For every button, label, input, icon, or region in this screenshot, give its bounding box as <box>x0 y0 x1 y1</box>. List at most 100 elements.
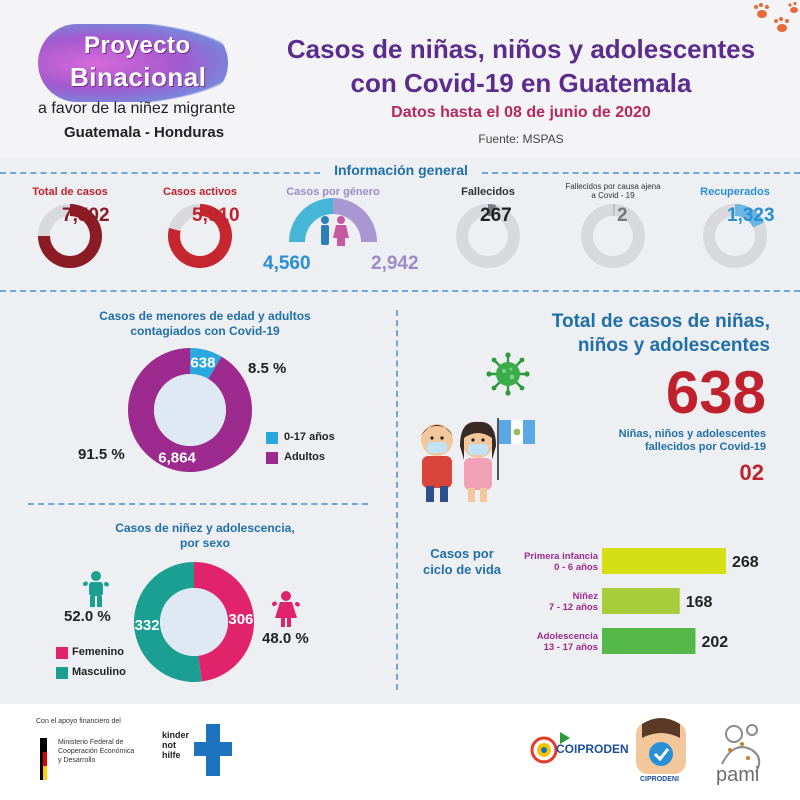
kpi-value-1: 5,910 <box>192 205 240 226</box>
life-cycle-title: Casos por ciclo de vida <box>410 546 514 578</box>
kpi-label-0: Total de casos <box>32 186 108 198</box>
legend-minors-label: 0-17 años <box>284 431 335 443</box>
kpi-ring-fill-5 <box>735 204 764 228</box>
donut2-slice-0 <box>194 562 255 682</box>
knh-line3: hilfe <box>162 750 181 760</box>
kpi-label-2: Casos por género <box>286 186 380 198</box>
logo-countries: Guatemala - Honduras <box>64 124 225 141</box>
guatemala-flag <box>497 418 535 480</box>
legend-adults-swatch <box>266 452 278 464</box>
kpi-ring-fill-3 <box>488 204 496 217</box>
kpi-row <box>38 198 767 268</box>
legend-male-swatch <box>56 667 68 679</box>
kpi-value-5: 1,323 <box>727 205 775 226</box>
total-minors-title: Total de casos de niñas, niños y adolesc… <box>470 310 770 358</box>
deaths-label: Niñas, niños y adolescentes fallecidos p… <box>520 428 766 454</box>
bar-category-0-0: Primera infancia <box>524 551 599 562</box>
by-sex-title-line2: por sexo <box>179 536 230 550</box>
germany-flag-icon <box>40 738 50 780</box>
legend-male-label: Masculino <box>72 666 126 678</box>
bar-category-2-1: 13 - 17 años <box>544 642 598 653</box>
donut1-label-1: 6,864 <box>158 449 196 466</box>
total-minors-value: 638 <box>665 359 766 426</box>
bar-value-2: 202 <box>701 634 728 651</box>
donut1-slice-1 <box>127 348 252 472</box>
pami-name: pami <box>716 764 760 786</box>
data-date: Datos hasta el 08 de junio de 2020 <box>391 104 651 121</box>
gender-arc-female <box>333 198 377 242</box>
logo-blob <box>38 24 228 102</box>
divider-left <box>0 172 320 174</box>
title-line-1: Casos de niñas, niños y adolescentes <box>286 34 756 64</box>
kpi-label-3: Fallecidos <box>461 186 515 198</box>
by-sex-donut: 306 332 <box>134 562 255 682</box>
kpi-value-0: 7,502 <box>62 205 110 226</box>
minors-adults-title-line2: contagiados con Covid-19 <box>130 324 280 338</box>
total-minors-title-line2: niños y adolescentes <box>577 335 770 356</box>
divider-left-lower <box>28 503 368 505</box>
coiproden-logo <box>530 732 570 764</box>
title-line-2: con Covid-19 en Guatemala <box>350 68 692 98</box>
kpi-value-4: 2 <box>617 205 628 226</box>
bar-0 <box>602 548 726 574</box>
kpi-label-5: Recuperados <box>700 186 770 198</box>
pct-male: 52.0 % <box>64 608 111 625</box>
girl-icon <box>272 591 300 627</box>
bar-value-0: 268 <box>732 554 759 571</box>
kindernothilfe-cross-icon <box>194 724 232 776</box>
paw-prints-icon <box>754 2 798 32</box>
logo-tagline: a favor de la niñez migrante <box>38 100 236 117</box>
donut1-hole <box>154 374 226 446</box>
ciprodeni-logo <box>636 718 686 774</box>
pct-minors: 8.5 % <box>248 360 287 377</box>
pct-adults: 91.5 % <box>78 446 125 463</box>
divider-right <box>482 172 800 174</box>
gender-male-value: 4,560 <box>263 253 311 274</box>
bar-category-1-1: 7 - 12 años <box>549 602 598 613</box>
minors-adults-title-line1: Casos de menores de edad y adultos <box>99 309 311 323</box>
donut1-label-0: 638 <box>190 355 215 372</box>
children-with-masks-illustration <box>421 418 535 502</box>
girl-figure <box>460 421 496 502</box>
kpi-ring-track-4 <box>581 204 645 268</box>
legend-adults-label: Adultos <box>284 451 325 463</box>
boy-icon <box>83 571 109 607</box>
ministry-line3: y Desarrollo <box>58 757 96 764</box>
kindernothilfe-logo-text: kinder not hilfe <box>162 730 202 760</box>
kpi-ring-fill-4 <box>613 204 616 217</box>
life-cycle-title-line1: Casos por <box>430 546 494 561</box>
kpi-value-3: 267 <box>480 205 512 226</box>
page-title: Casos de niñas, niños y adolescentes con… <box>262 32 780 100</box>
legend-female-label: Femenino <box>72 646 124 658</box>
logo-line-2: Binacional <box>70 62 207 92</box>
life-cycle-title-line2: ciclo de vida <box>422 562 502 577</box>
ministry-name: Ministerio Federal de Cooperación Económ… <box>58 738 168 765</box>
coiproden-name: COIPRODEN <box>556 742 629 756</box>
donut2-hole <box>160 588 228 656</box>
by-sex-title: Casos de niñez y adolescencia, por sexo <box>40 521 370 551</box>
knh-line2: not <box>162 740 176 750</box>
pami-logo <box>721 724 761 773</box>
divider-vertical <box>396 310 398 690</box>
deaths-label-line1: Niñas, niños y adolescentes <box>618 428 766 440</box>
bar-1 <box>602 588 680 614</box>
minors-adults-donut: 638 6,864 <box>127 348 252 472</box>
by-sex-title-line1: Casos de niñez y adolescencia, <box>115 521 295 535</box>
virus-icon <box>486 352 530 396</box>
data-source: Fuente: MSPAS <box>478 132 564 146</box>
bar-category-1-0: Niñez <box>573 591 599 602</box>
total-minors-title-line1: Total de casos de niñas, <box>551 311 770 332</box>
ciprodeni-name: CIPRODENI <box>640 776 679 783</box>
logo-line-1: Proyecto <box>84 32 191 59</box>
deaths-value: 02 <box>739 460 764 485</box>
donut2-label-0: 306 <box>228 611 253 628</box>
kpi-label-4: Fallecidos por causa ajena a Covid - 19 <box>565 182 661 200</box>
deaths-label-line2: fallecidos por Covid-19 <box>644 441 766 453</box>
proyecto-binacional-logo: Proyecto Binacional a favor de la niñez … <box>24 18 244 148</box>
gender-female-value: 2,942 <box>371 253 419 274</box>
pct-female: 48.0 % <box>262 630 309 647</box>
bar-category-0-1: 0 - 6 años <box>554 562 598 573</box>
ministry-line1: Ministerio Federal de <box>58 739 124 746</box>
knh-line1: kinder <box>162 730 190 740</box>
